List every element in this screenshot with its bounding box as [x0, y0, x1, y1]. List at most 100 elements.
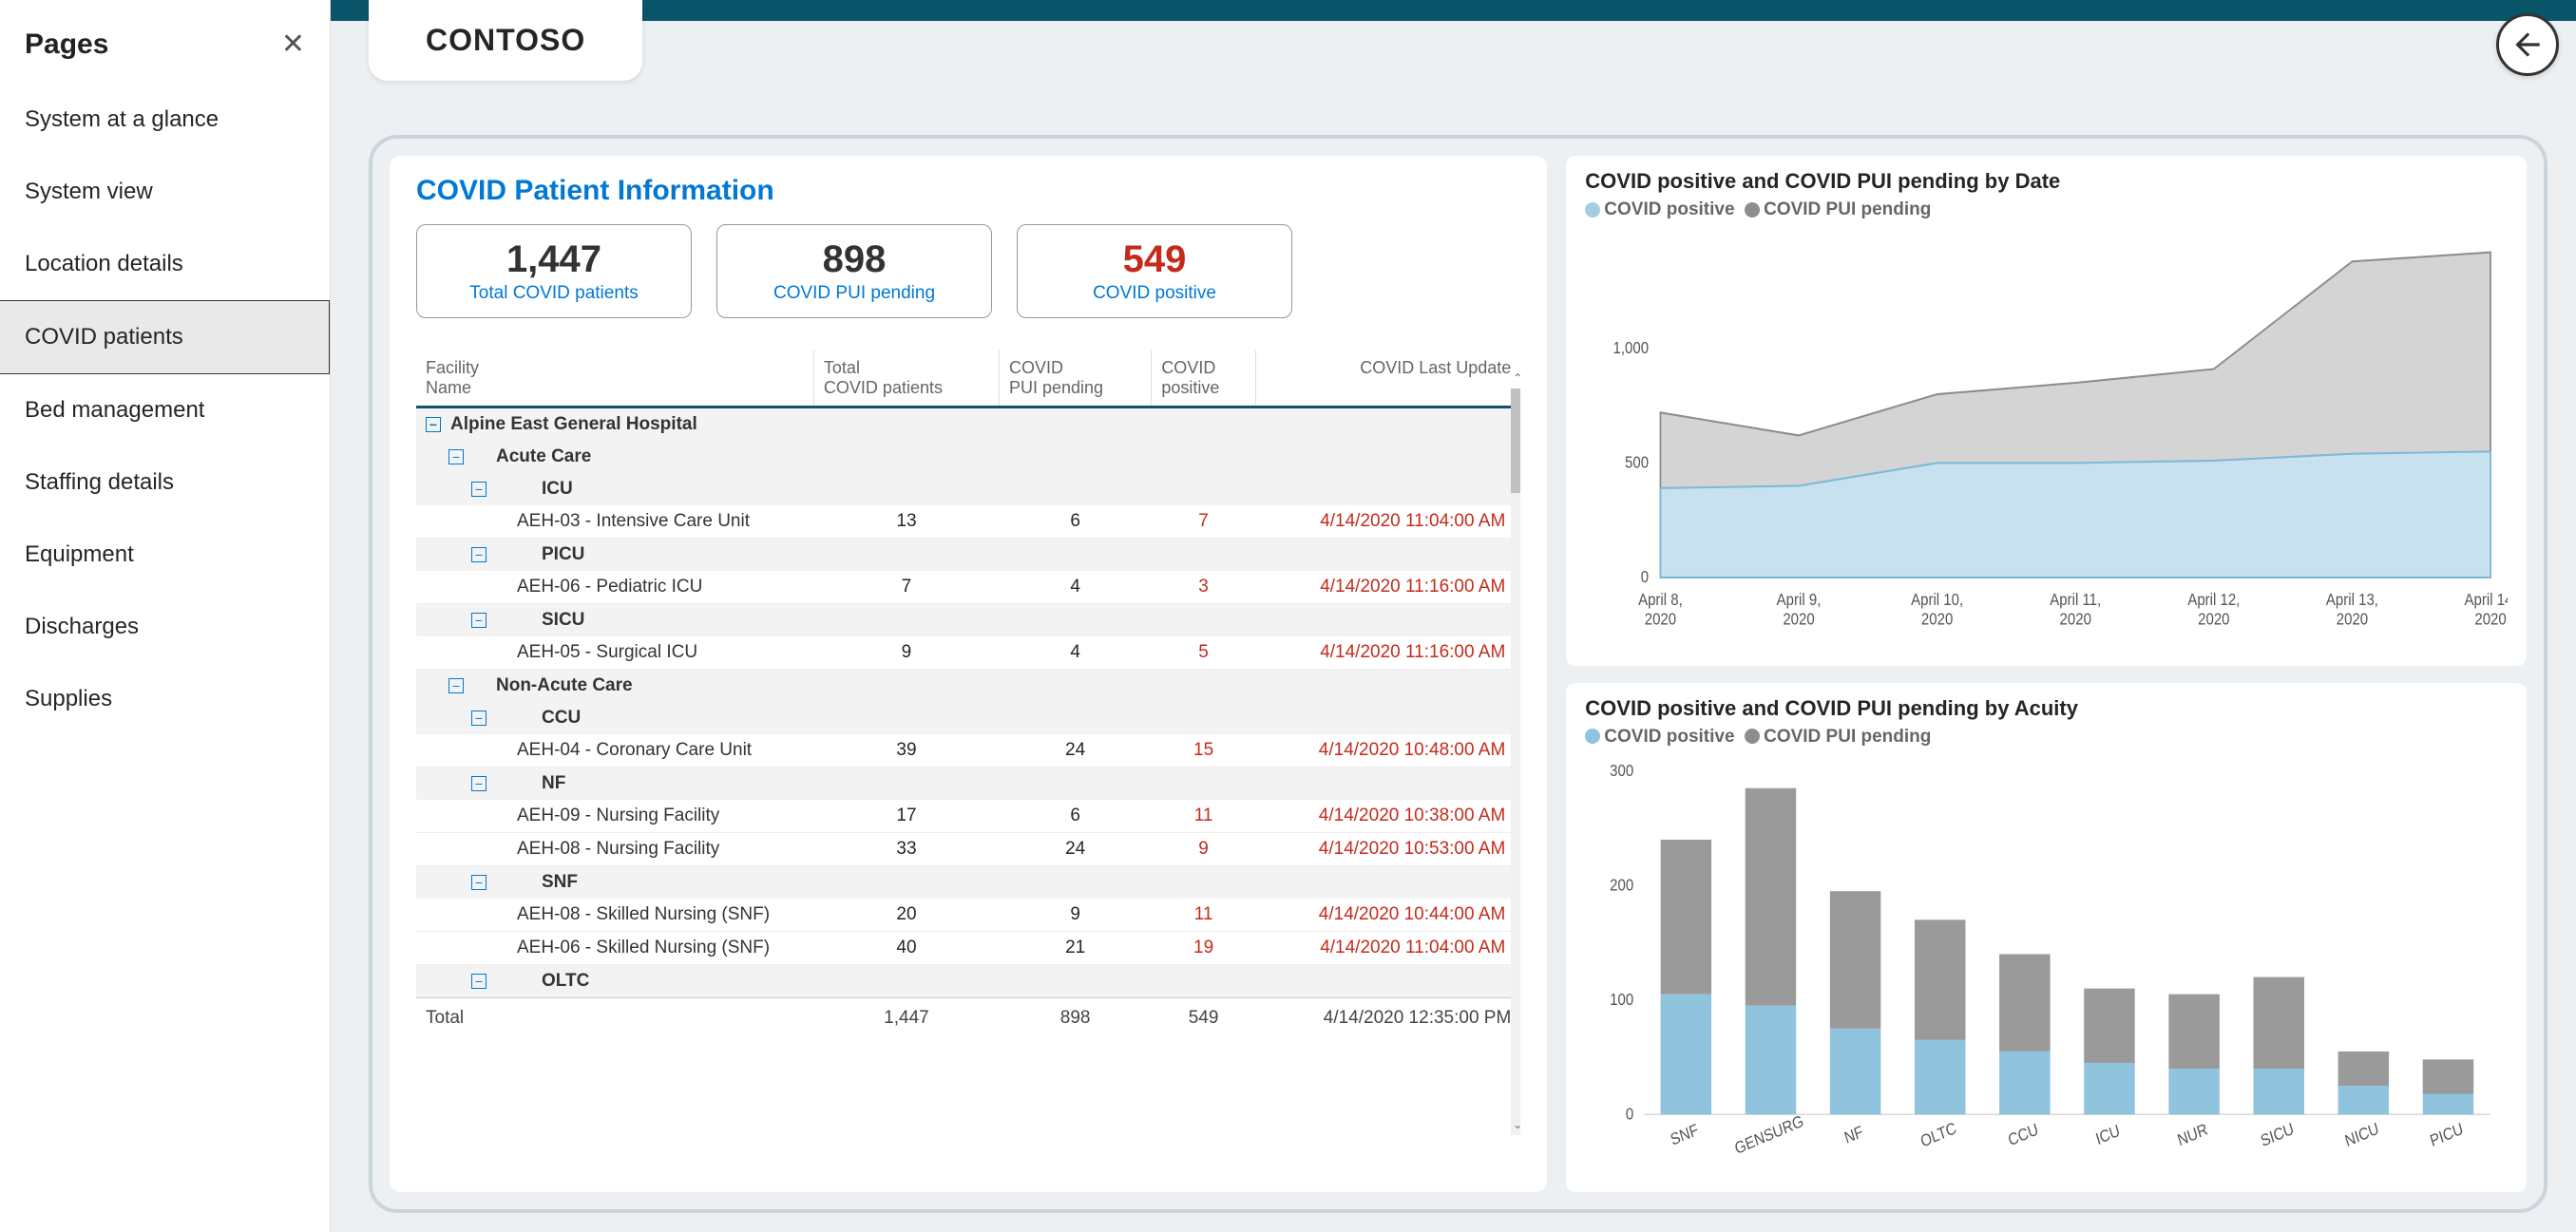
sidebar-item-bed-management[interactable]: Bed management — [0, 374, 330, 446]
back-button[interactable] — [2496, 13, 2559, 76]
panel-title: COVID Patient Information — [416, 175, 1520, 207]
kpi-label: COVID positive — [1046, 283, 1263, 304]
svg-text:April 12,: April 12, — [2188, 591, 2241, 609]
svg-text:2020: 2020 — [2060, 610, 2091, 628]
patient-info-panel: COVID Patient Information 1,447 Total CO… — [390, 156, 1547, 1192]
kpi-value: 898 — [746, 238, 963, 281]
table-group[interactable]: −Acute Care — [416, 441, 1520, 473]
sidebar-item-staffing-details[interactable]: Staffing details — [0, 446, 330, 519]
col-header[interactable]: COVIDpositive — [1152, 351, 1256, 406]
col-header[interactable]: COVID Last Update — [1255, 351, 1520, 406]
sidebar-item-supplies[interactable]: Supplies — [0, 663, 330, 735]
svg-text:PICU: PICU — [2429, 1119, 2466, 1150]
dashboard: COVID Patient Information 1,447 Total CO… — [369, 135, 2547, 1213]
scroll-thumb[interactable] — [1511, 389, 1520, 493]
svg-text:200: 200 — [1610, 876, 1633, 894]
collapse-icon[interactable]: − — [448, 678, 464, 693]
table-row[interactable]: AEH-06 - Skilled Nursing (SNF) 40 21 19 … — [416, 932, 1520, 965]
svg-text:OLTC: OLTC — [1918, 1119, 1958, 1151]
scroll-down-icon[interactable]: ⌄ — [1511, 1118, 1520, 1135]
table-row[interactable]: AEH-06 - Pediatric ICU 7 4 3 4/14/2020 1… — [416, 571, 1520, 604]
svg-text:300: 300 — [1610, 761, 1633, 779]
svg-text:NF: NF — [1842, 1122, 1865, 1147]
table-group[interactable]: −PICU — [416, 539, 1520, 572]
kpi-card: 898 COVID PUI pending — [716, 224, 992, 318]
svg-text:2020: 2020 — [1784, 610, 1815, 628]
table-group[interactable]: −SNF — [416, 866, 1520, 900]
chart-by-acuity: COVID positive and COVID PUI pending by … — [1566, 683, 2527, 1193]
charts-panel: COVID positive and COVID PUI pending by … — [1566, 156, 2527, 1192]
svg-text:500: 500 — [1625, 453, 1649, 471]
collapse-icon[interactable]: − — [471, 613, 487, 628]
total-label: Total — [416, 998, 813, 1039]
svg-text:SICU: SICU — [2259, 1119, 2296, 1150]
table-group[interactable]: −OLTC — [416, 965, 1520, 998]
top-bar — [331, 0, 2576, 21]
svg-text:2020: 2020 — [2198, 610, 2229, 628]
facility-table: FacilityNameTotalCOVID patientsCOVIDPUI … — [416, 351, 1520, 1173]
svg-text:GENSURG: GENSURG — [1733, 1111, 1806, 1158]
sidebar-item-discharges[interactable]: Discharges — [0, 591, 330, 663]
collapse-icon[interactable]: − — [471, 482, 487, 497]
svg-text:1,000: 1,000 — [1613, 339, 1650, 357]
collapse-icon[interactable]: − — [471, 974, 487, 989]
total-ts: 4/14/2020 12:35:00 PM — [1255, 998, 1520, 1039]
table-group[interactable]: −NF — [416, 768, 1520, 801]
collapse-icon[interactable]: − — [426, 417, 441, 432]
table-row[interactable]: AEH-08 - Skilled Nursing (SNF) 20 9 11 4… — [416, 899, 1520, 932]
table-row[interactable]: AEH-04 - Coronary Care Unit 39 24 15 4/1… — [416, 734, 1520, 768]
sidebar-item-system-at-a-glance[interactable]: System at a glance — [0, 84, 330, 156]
table-row[interactable]: AEH-03 - Intensive Care Unit 13 6 7 4/14… — [416, 505, 1520, 539]
svg-text:April 10,: April 10, — [1911, 591, 1963, 609]
col-header[interactable]: TotalCOVID patients — [813, 351, 999, 406]
sidebar: Pages ✕ System at a glanceSystem viewLoc… — [0, 0, 331, 1232]
collapse-icon[interactable]: − — [471, 547, 487, 562]
sidebar-item-location-details[interactable]: Location details — [0, 228, 330, 300]
col-header[interactable]: FacilityName — [416, 351, 813, 406]
svg-text:ICU: ICU — [2094, 1121, 2123, 1148]
sidebar-title: Pages — [25, 28, 108, 61]
svg-text:2020: 2020 — [1645, 610, 1676, 628]
chart-date-title: COVID positive and COVID PUI pending by … — [1585, 169, 2508, 194]
svg-text:2020: 2020 — [1921, 610, 1953, 628]
table-row[interactable]: AEH-08 - Nursing Facility 33 24 9 4/14/2… — [416, 833, 1520, 866]
svg-text:100: 100 — [1610, 990, 1633, 1008]
table-group[interactable]: −ICU — [416, 473, 1520, 505]
collapse-icon[interactable]: − — [471, 875, 487, 890]
kpi-label: COVID PUI pending — [746, 283, 963, 304]
total-pui: 898 — [999, 998, 1151, 1039]
close-icon[interactable]: ✕ — [281, 30, 305, 59]
svg-text:NICU: NICU — [2343, 1119, 2381, 1150]
chart-acuity-title: COVID positive and COVID PUI pending by … — [1585, 696, 2508, 721]
collapse-icon[interactable]: − — [471, 776, 487, 791]
main-area: CONTOSO COVID Patient Information 1,447 … — [331, 0, 2576, 1232]
svg-text:April 9,: April 9, — [1777, 591, 1822, 609]
kpi-card: 549 COVID positive — [1017, 224, 1292, 318]
svg-text:April 11,: April 11, — [2051, 591, 2102, 609]
kpi-card: 1,447 Total COVID patients — [416, 224, 692, 318]
collapse-icon[interactable]: − — [471, 711, 487, 726]
kpi-value: 1,447 — [446, 238, 662, 281]
svg-text:0: 0 — [1641, 568, 1649, 586]
table-row[interactable]: AEH-05 - Surgical ICU 9 4 5 4/14/2020 11… — [416, 636, 1520, 670]
table-group[interactable]: −SICU — [416, 604, 1520, 637]
arrow-left-icon — [2509, 27, 2546, 63]
sidebar-item-covid-patients[interactable]: COVID patients — [0, 300, 330, 374]
scrollbar[interactable] — [1511, 389, 1520, 1135]
scroll-up-icon[interactable]: ⌃ — [1511, 371, 1520, 389]
col-header[interactable]: COVIDPUI pending — [999, 351, 1151, 406]
collapse-icon[interactable]: − — [448, 449, 464, 464]
sidebar-item-system-view[interactable]: System view — [0, 156, 330, 228]
sidebar-item-equipment[interactable]: Equipment — [0, 519, 330, 591]
svg-text:SNF: SNF — [1669, 1120, 1701, 1148]
table-group[interactable]: −CCU — [416, 702, 1520, 734]
chart-date-legend: COVID positive COVID PUI pending — [1585, 199, 2508, 220]
svg-text:April 14,: April 14, — [2465, 591, 2508, 609]
logo-tab: CONTOSO — [369, 0, 642, 81]
total-total: 1,447 — [813, 998, 999, 1039]
svg-text:NUR: NUR — [2176, 1120, 2210, 1149]
chart-acuity-legend: COVID positive COVID PUI pending — [1585, 727, 2508, 748]
table-group[interactable]: −Alpine East General Hospital — [416, 408, 1520, 442]
table-row[interactable]: AEH-09 - Nursing Facility 17 6 11 4/14/2… — [416, 800, 1520, 833]
table-group[interactable]: −Non-Acute Care — [416, 670, 1520, 703]
